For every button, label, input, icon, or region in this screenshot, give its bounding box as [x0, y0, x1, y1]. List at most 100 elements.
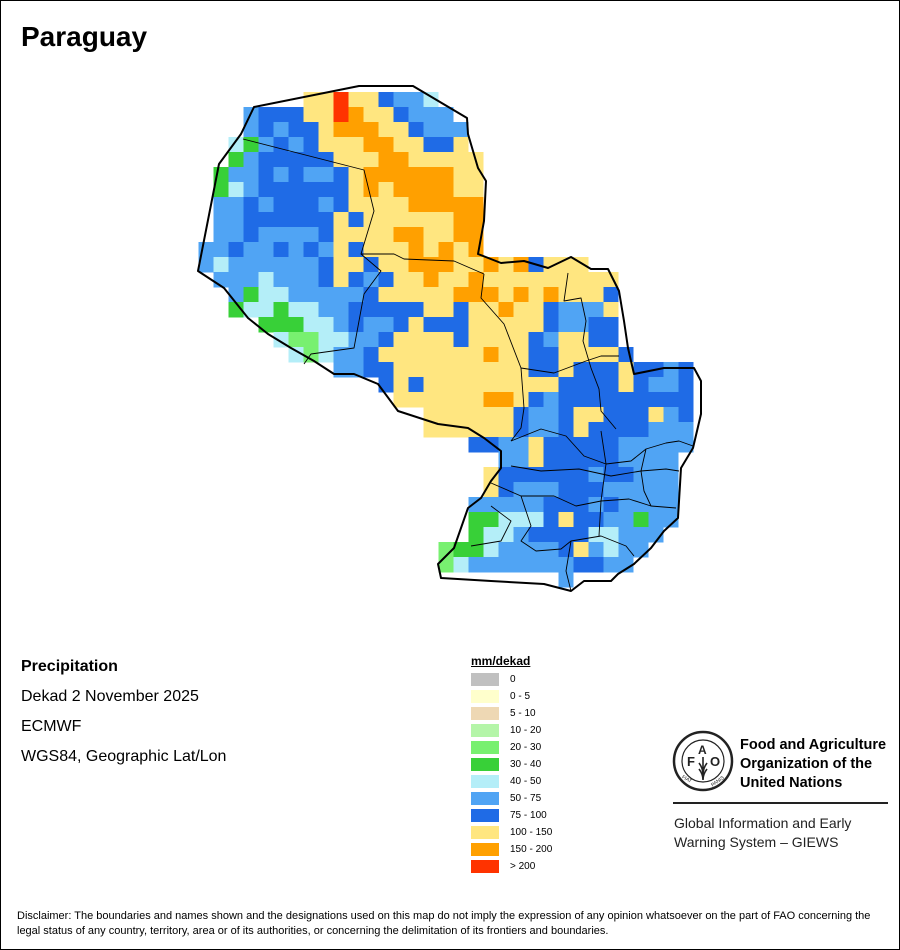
- raster-cell: [423, 92, 439, 108]
- raster-cell: [453, 242, 469, 258]
- legend-swatch: [471, 741, 499, 754]
- raster-cell: [543, 422, 559, 438]
- raster-cell: [453, 137, 469, 153]
- raster-cell: [483, 557, 499, 573]
- raster-cell: [618, 467, 634, 483]
- raster-cell: [303, 332, 319, 348]
- raster-cell: [258, 107, 274, 123]
- raster-cell: [543, 347, 559, 363]
- raster-cell: [333, 257, 349, 273]
- raster-cell: [378, 107, 394, 123]
- raster-cell: [333, 227, 349, 243]
- raster-cell: [333, 167, 349, 183]
- legend-item: > 200: [471, 858, 552, 875]
- raster-cell: [423, 392, 439, 408]
- raster-cell: [393, 377, 409, 393]
- raster-cell: [393, 257, 409, 273]
- raster-cell: [588, 317, 604, 333]
- raster-cell: [303, 107, 319, 123]
- raster-cell: [423, 302, 439, 318]
- legend-item: 0 - 5: [471, 688, 552, 705]
- raster-cell: [573, 512, 589, 528]
- raster-cell: [363, 242, 379, 258]
- raster-cell: [618, 527, 634, 543]
- raster-cell: [363, 92, 379, 108]
- raster-cell: [438, 362, 454, 378]
- raster-cell: [408, 287, 424, 303]
- raster-cell: [258, 182, 274, 198]
- raster-cell: [573, 557, 589, 573]
- raster-cell: [528, 332, 544, 348]
- raster-cell: [348, 212, 364, 228]
- legend-label: > 200: [510, 861, 536, 872]
- raster-cell: [453, 257, 469, 273]
- raster-cell: [543, 452, 559, 468]
- variable-label: Precipitation: [21, 658, 118, 675]
- raster-cell: [618, 542, 634, 558]
- raster-cell: [453, 272, 469, 288]
- department-boundary: [510, 465, 680, 477]
- fao-name: Food and Agriculture Organization of the…: [740, 736, 886, 793]
- raster-cell: [558, 512, 574, 528]
- raster-cell: [543, 557, 559, 573]
- raster-cell: [318, 212, 334, 228]
- raster-cell: [588, 542, 604, 558]
- raster-cell: [558, 557, 574, 573]
- raster-cell: [243, 197, 259, 213]
- department-boundary: [303, 253, 382, 365]
- raster-cell: [288, 317, 304, 333]
- raster-cell: [498, 362, 514, 378]
- raster-cell: [528, 557, 544, 573]
- raster-cell: [573, 302, 589, 318]
- raster-cell: [588, 527, 604, 543]
- raster-cell: [288, 287, 304, 303]
- raster-cell: [423, 422, 439, 438]
- raster-cell: [663, 482, 679, 498]
- raster-cell: [378, 287, 394, 303]
- fao-logo-icon: F A O FIAT PANIS: [672, 730, 734, 792]
- raster-cell: [243, 272, 259, 288]
- raster-cell: [378, 302, 394, 318]
- raster-cell: [258, 227, 274, 243]
- raster-cell: [618, 377, 634, 393]
- raster-cell: [363, 197, 379, 213]
- raster-cell: [543, 512, 559, 528]
- raster-cell: [513, 317, 529, 333]
- raster-cell: [408, 317, 424, 333]
- period-label: Dekad 2 November 2025: [21, 688, 199, 705]
- raster-cell: [513, 272, 529, 288]
- raster-cell: [318, 302, 334, 318]
- raster-cell: [318, 317, 334, 333]
- raster-cell: [483, 317, 499, 333]
- raster-cell: [228, 152, 244, 168]
- raster-cell: [543, 407, 559, 423]
- raster-cell: [393, 92, 409, 108]
- raster-cell: [408, 122, 424, 138]
- raster-cell: [378, 167, 394, 183]
- disclaimer: Disclaimer: The boundaries and names sho…: [17, 910, 871, 937]
- raster-cell: [498, 452, 514, 468]
- department-boundary: [563, 272, 617, 430]
- raster-cell: [363, 167, 379, 183]
- raster-cell: [648, 527, 664, 543]
- raster-cell: [438, 242, 454, 258]
- raster-cell: [468, 197, 484, 213]
- raster-cell: [573, 392, 589, 408]
- raster-cell: [528, 482, 544, 498]
- raster-cell: [618, 407, 634, 423]
- legend-label: 40 - 50: [510, 776, 542, 787]
- raster-cell: [348, 152, 364, 168]
- raster-cell: [213, 242, 229, 258]
- raster-cell: [243, 152, 259, 168]
- raster-cell: [348, 287, 364, 303]
- raster-cell: [348, 257, 364, 273]
- raster-cell: [198, 257, 214, 273]
- raster-cell: [468, 422, 484, 438]
- raster-cell: [513, 557, 529, 573]
- raster-cell: [243, 302, 259, 318]
- raster-cell: [288, 107, 304, 123]
- raster-cell: [543, 467, 559, 483]
- raster-cell: [558, 392, 574, 408]
- raster-cell: [513, 452, 529, 468]
- legend-label: 30 - 40: [510, 759, 542, 770]
